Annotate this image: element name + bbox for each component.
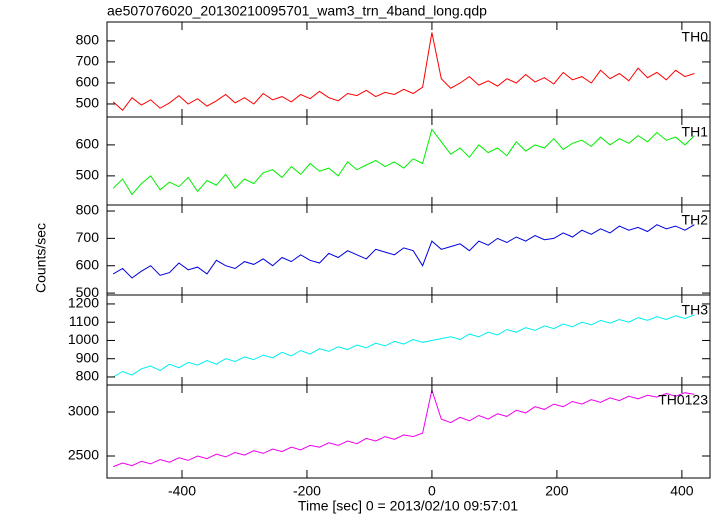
y-tick-label: 600	[76, 136, 100, 152]
x-axis-label: Time [sec] 0 = 2013/02/10 09:57:01	[298, 498, 518, 514]
panel-label: TH0123	[658, 392, 708, 408]
panel-label: TH2	[682, 212, 709, 228]
data-line	[112, 314, 695, 378]
y-tick-label: 900	[76, 349, 100, 365]
y-tick-label: 1100	[69, 313, 99, 329]
y-tick-label: 700	[76, 53, 100, 69]
panel-label: TH1	[682, 124, 709, 140]
x-tick-label: -400	[168, 483, 196, 499]
x-tick-label: 200	[545, 483, 569, 499]
y-axis-label: Counts/sec	[33, 223, 49, 293]
x-tick-label: -200	[293, 483, 321, 499]
data-line	[113, 388, 695, 468]
panel-frame	[106, 384, 711, 479]
y-tick-label: 500	[76, 167, 100, 183]
data-line	[112, 224, 695, 279]
data-line	[112, 32, 695, 112]
y-tick-label: 500	[76, 284, 100, 300]
y-tick-label: 500	[76, 95, 100, 111]
y-tick-label: 2500	[68, 447, 99, 463]
data-line	[112, 128, 695, 196]
y-tick-label: 800	[76, 368, 100, 384]
x-tick-label: 0	[428, 483, 436, 499]
panel-label: TH3	[682, 302, 709, 318]
y-tick-label: 800	[76, 202, 100, 218]
y-tick-label: 1200	[68, 295, 99, 311]
y-tick-label: 600	[76, 256, 100, 272]
y-tick-label: 800	[76, 32, 100, 48]
panel-frame	[106, 21, 711, 118]
x-tick-label: 400	[670, 483, 694, 499]
y-tick-label: 700	[76, 229, 100, 245]
chart-title: ae507076020_20130210095701_wam3_trn_4ban…	[107, 3, 487, 19]
panel-label: TH0	[682, 29, 709, 45]
y-tick-label: 600	[76, 74, 100, 90]
panel-frame	[106, 294, 711, 386]
y-tick-label: 1000	[68, 331, 99, 347]
panel-frame	[106, 204, 711, 296]
y-tick-label: 3000	[68, 403, 99, 419]
